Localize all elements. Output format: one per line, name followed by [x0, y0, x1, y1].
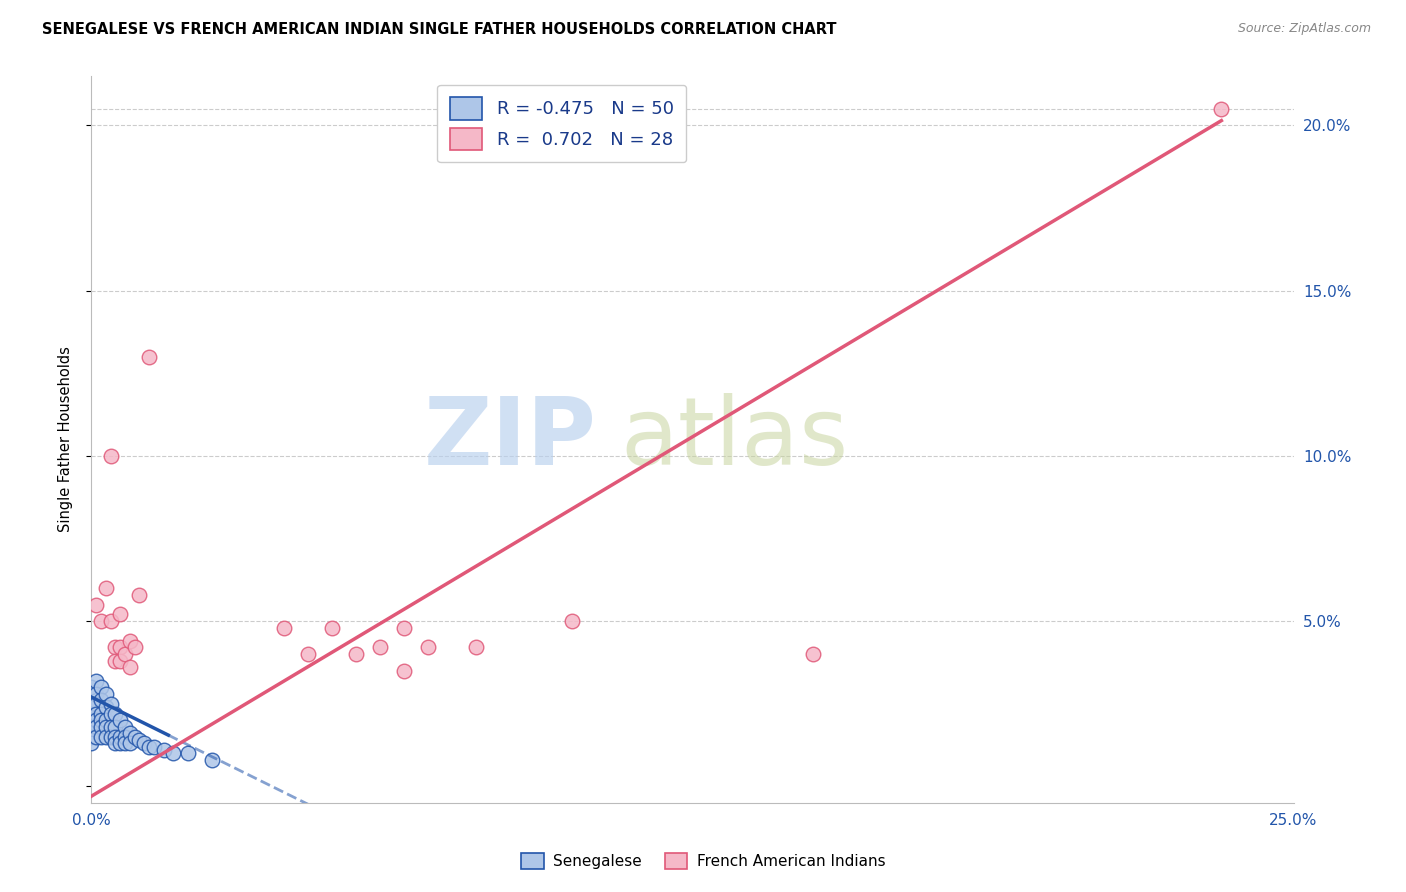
Point: [84, 720, 107, 734]
Point: [84, 687, 107, 701]
Point: [94, 713, 117, 727]
Point: [84, 713, 107, 727]
Point: [110, 640, 132, 655]
Point: [84, 673, 107, 688]
Point: [114, 730, 136, 744]
Point: [110, 736, 132, 750]
Point: [368, 640, 391, 655]
Point: [465, 640, 488, 655]
Point: [297, 647, 319, 661]
Text: ZIP: ZIP: [423, 393, 596, 485]
Point: [84, 706, 107, 721]
Point: [84, 697, 107, 711]
Point: [80, 713, 103, 727]
Point: [90, 680, 112, 694]
Point: [118, 660, 141, 674]
Point: [392, 664, 415, 678]
Point: [104, 720, 127, 734]
Point: [416, 640, 439, 655]
Point: [162, 746, 184, 760]
Point: [84, 730, 107, 744]
Point: [104, 706, 127, 721]
Point: [104, 654, 127, 668]
Point: [118, 736, 141, 750]
Point: [104, 640, 127, 655]
Point: [176, 746, 198, 760]
Point: [90, 713, 112, 727]
Point: [273, 621, 295, 635]
Point: [138, 350, 160, 364]
Point: [801, 647, 824, 661]
Point: [110, 713, 132, 727]
Point: [80, 730, 103, 744]
Point: [392, 621, 415, 635]
Point: [94, 581, 117, 595]
Y-axis label: Single Father Households: Single Father Households: [58, 346, 73, 533]
Point: [118, 633, 141, 648]
Point: [100, 720, 122, 734]
Point: [94, 700, 117, 714]
Point: [138, 739, 160, 754]
Point: [201, 753, 224, 767]
Point: [80, 680, 103, 694]
Point: [90, 730, 112, 744]
Point: [114, 720, 136, 734]
Point: [100, 697, 122, 711]
Text: Source: ZipAtlas.com: Source: ZipAtlas.com: [1237, 22, 1371, 36]
Point: [90, 693, 112, 707]
Point: [100, 730, 122, 744]
Legend: Senegalese, French American Indians: Senegalese, French American Indians: [515, 847, 891, 875]
Point: [134, 736, 156, 750]
Text: SENEGALESE VS FRENCH AMERICAN INDIAN SINGLE FATHER HOUSEHOLDS CORRELATION CHART: SENEGALESE VS FRENCH AMERICAN INDIAN SIN…: [42, 22, 837, 37]
Point: [110, 654, 132, 668]
Point: [80, 720, 103, 734]
Point: [104, 736, 127, 750]
Point: [110, 607, 132, 622]
Point: [1211, 102, 1233, 116]
Point: [90, 706, 112, 721]
Point: [90, 614, 112, 628]
Point: [100, 614, 122, 628]
Point: [80, 706, 103, 721]
Point: [110, 730, 132, 744]
Point: [80, 736, 103, 750]
Point: [90, 720, 112, 734]
Point: [80, 697, 103, 711]
Point: [142, 739, 165, 754]
Point: [100, 449, 122, 463]
Point: [128, 588, 150, 602]
Point: [321, 621, 343, 635]
Point: [114, 736, 136, 750]
Point: [124, 640, 146, 655]
Point: [344, 647, 367, 661]
Point: [118, 726, 141, 740]
Point: [94, 687, 117, 701]
Point: [94, 730, 117, 744]
Point: [104, 730, 127, 744]
Point: [114, 647, 136, 661]
Point: [561, 614, 583, 628]
Point: [152, 743, 174, 757]
Point: [124, 730, 146, 744]
Text: atlas: atlas: [620, 393, 849, 485]
Point: [100, 706, 122, 721]
Point: [84, 598, 107, 612]
Legend: R = -0.475   N = 50, R =  0.702   N = 28: R = -0.475 N = 50, R = 0.702 N = 28: [437, 85, 686, 162]
Point: [128, 733, 150, 747]
Point: [94, 720, 117, 734]
